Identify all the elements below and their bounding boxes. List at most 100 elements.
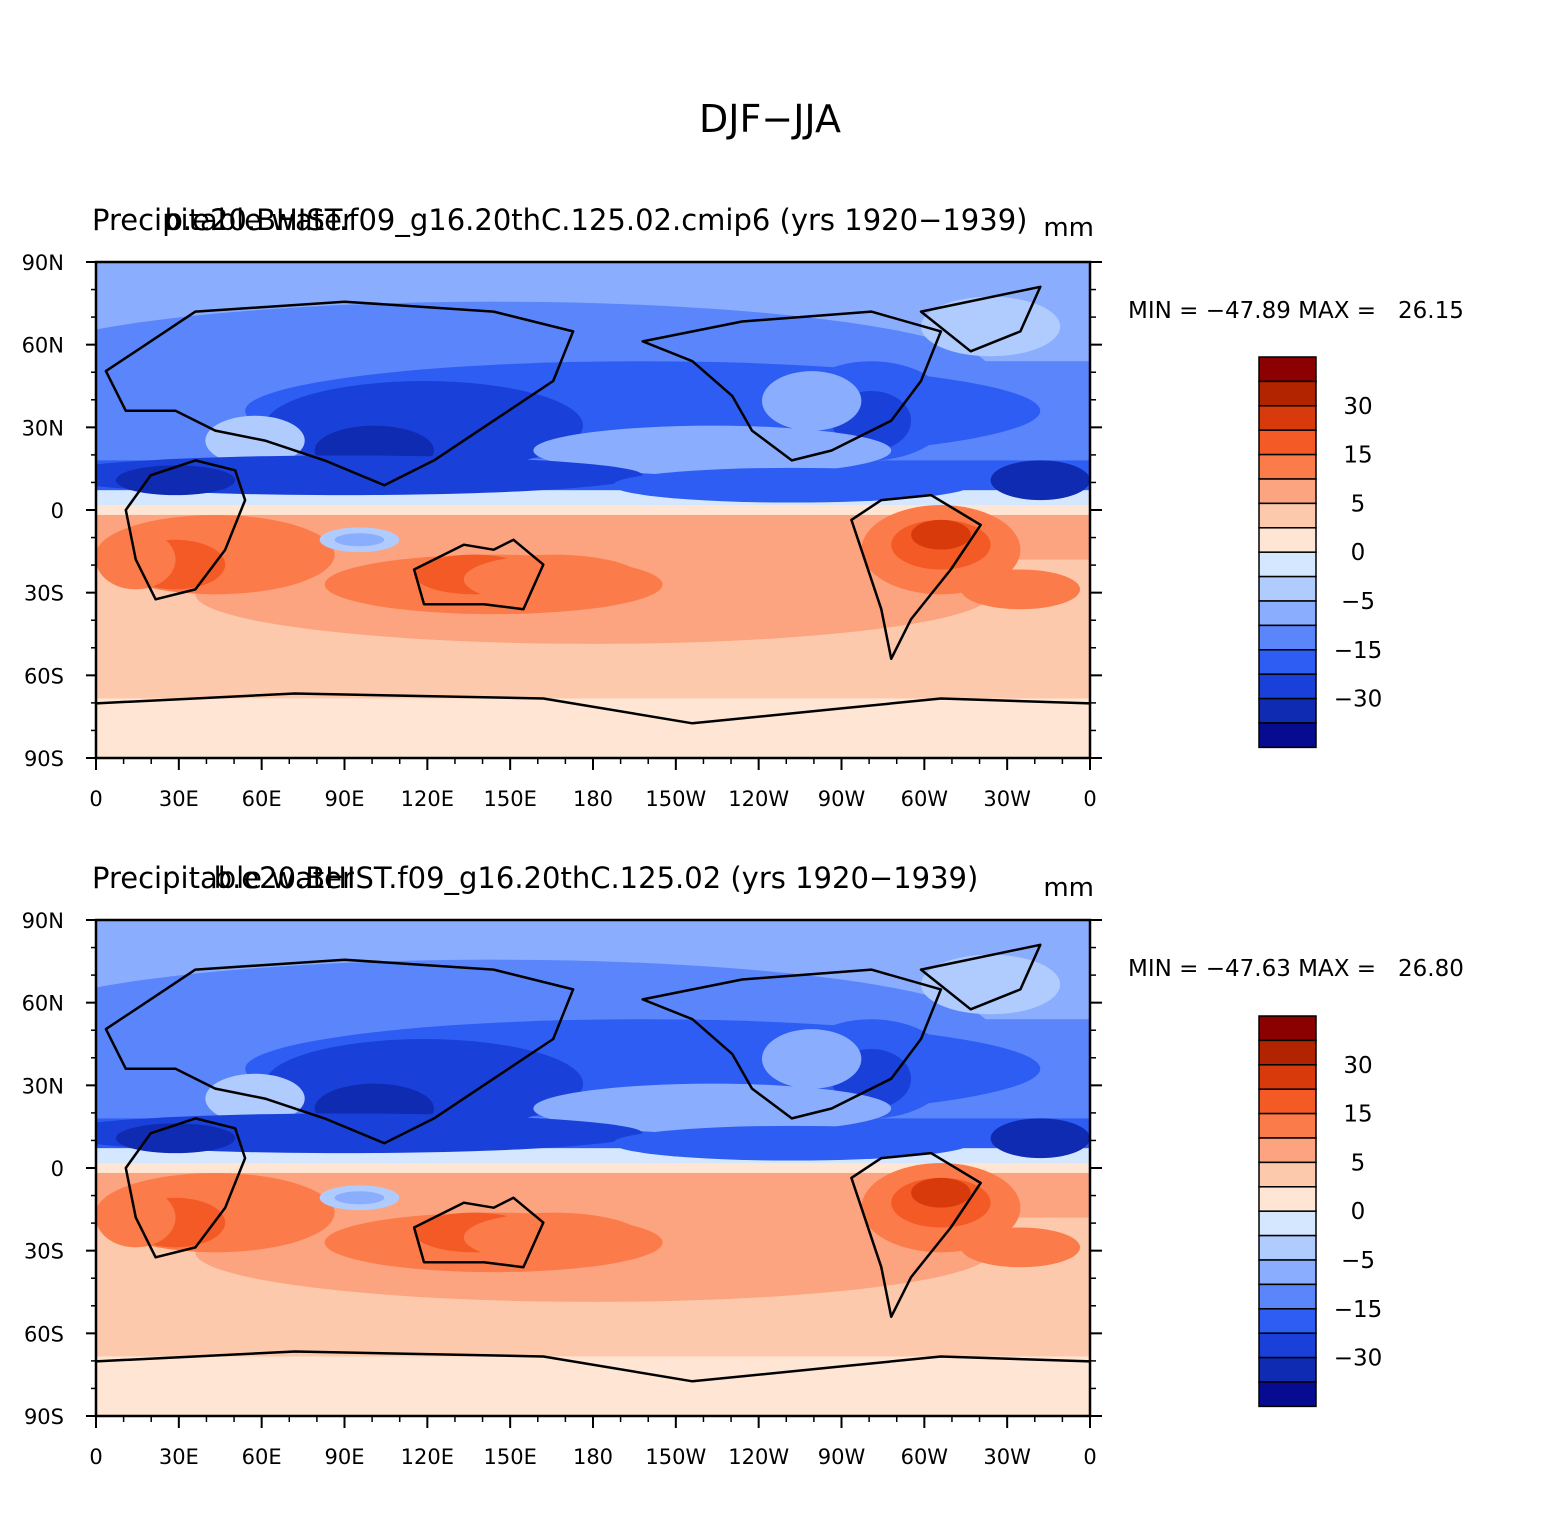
colorbar-segment	[1258, 1064, 1317, 1090]
min-max-label: MIN = −47.89 MAX = 26.15	[1128, 298, 1464, 324]
coastline	[850, 1151, 982, 1319]
coastline	[104, 958, 575, 1145]
lon-label: 180	[573, 787, 613, 811]
coastline	[96, 692, 1090, 725]
colorbar-segment	[1258, 1088, 1317, 1115]
lon-label: 30E	[159, 1445, 199, 1469]
colorbar-segment	[1258, 1015, 1317, 1042]
colorbar-segment	[1258, 1308, 1317, 1334]
colorbar-label: −5	[1341, 589, 1375, 615]
colorbar-label: −5	[1341, 1248, 1375, 1274]
data-field	[96, 920, 1090, 1416]
lon-label: 90W	[818, 787, 866, 811]
lon-label: 90W	[818, 1445, 866, 1469]
field-contour	[990, 460, 1090, 501]
coastline	[124, 1117, 247, 1259]
colorbar-segment	[1258, 1381, 1317, 1408]
field-contour	[533, 425, 892, 476]
lat-label: 30N	[22, 1074, 64, 1098]
lon-label: 0	[1083, 1445, 1096, 1469]
colorbar-segment	[1258, 551, 1317, 578]
field-contour	[533, 1083, 892, 1134]
lon-label: 120W	[728, 787, 789, 811]
lon-label: 120E	[401, 787, 454, 811]
field-contour	[960, 569, 1081, 610]
field-contour	[921, 954, 1061, 1015]
colorbar-label: 30	[1343, 1053, 1372, 1079]
colorbar-segment	[1258, 1161, 1317, 1188]
field-contour	[921, 296, 1061, 357]
lat-label: 30S	[24, 1240, 64, 1264]
lat-label: 30S	[24, 582, 64, 606]
colorbar-segment	[1258, 624, 1317, 651]
colorbar-segment	[1258, 575, 1317, 602]
field-contour	[115, 465, 236, 496]
colorbar-label: 0	[1351, 540, 1366, 566]
field-band	[96, 698, 1090, 758]
coastline	[124, 459, 247, 601]
field-band	[96, 1356, 1090, 1416]
colorbar-segment	[1258, 380, 1317, 407]
colorbar-segment	[1258, 649, 1317, 675]
units-label: mm	[1043, 213, 1094, 243]
colorbar-segment	[1258, 1259, 1317, 1286]
lat-label: 30N	[22, 416, 64, 440]
colorbar-segment	[1258, 1332, 1317, 1359]
field-contour	[960, 1227, 1081, 1268]
colorbar-segment	[1258, 502, 1317, 529]
colorbar-segment	[1258, 405, 1317, 431]
min-max-label: MIN = −47.63 MAX = 26.80	[1128, 956, 1464, 982]
colorbar-segment	[1258, 453, 1317, 480]
lon-label: 30W	[983, 787, 1031, 811]
center-title: b.e20.BHIST.f09_g16.20thC.125.02.cmip6 (…	[165, 203, 1028, 237]
colorbar-label: −30	[1334, 687, 1383, 713]
lon-label: 60W	[901, 787, 949, 811]
map-panel-1: 90N 60N 30N 0 30S 60S 90S 0 30E 60E 90E 120E 150E 180…	[22, 203, 1464, 811]
lon-label: 90E	[325, 787, 365, 811]
lon-label: 30E	[159, 787, 199, 811]
coastline	[412, 1196, 545, 1269]
lat-label: 60N	[22, 334, 64, 358]
colorbar-segment	[1258, 1210, 1317, 1237]
lon-label: 60W	[901, 1445, 949, 1469]
coastline	[919, 943, 1042, 1011]
field-contour	[96, 1113, 643, 1154]
colorbar-label: 0	[1351, 1199, 1366, 1225]
lon-label: 120W	[728, 1445, 789, 1469]
data-field	[96, 262, 1090, 758]
colorbar-label: 15	[1343, 1102, 1372, 1128]
colorbar-label: −30	[1334, 1346, 1383, 1372]
field-contour	[990, 1118, 1090, 1159]
lon-label: 30W	[983, 1445, 1031, 1469]
map-panel-2: 90N 60N 30N 0 30S 60S 90S 0 30E 60E 90E 120E 150E 180…	[22, 861, 1464, 1469]
field-contour	[911, 519, 971, 550]
lon-label: 150E	[483, 1445, 536, 1469]
field-band	[96, 1163, 1090, 1174]
field-contour	[205, 1073, 305, 1124]
coastline	[96, 1350, 1090, 1383]
figure-title: DJF−JJA	[699, 97, 841, 141]
left-title: Precipitable water	[92, 861, 354, 895]
colorbar-segment	[1258, 673, 1317, 700]
field-contour	[612, 467, 971, 503]
field-contour	[463, 554, 643, 605]
colorbar-segment	[1258, 1234, 1317, 1261]
lat-label: 0	[51, 499, 64, 523]
field-contour	[761, 1029, 862, 1089]
colorbar-label: −15	[1334, 638, 1383, 664]
coastline	[919, 285, 1042, 353]
lat-label: 0	[51, 1157, 64, 1181]
lon-label: 150W	[645, 787, 706, 811]
colorbar-label: 5	[1351, 491, 1366, 517]
colorbar-segment	[1258, 722, 1317, 749]
colorbar-segment	[1258, 1356, 1317, 1383]
lon-label: 90E	[325, 1445, 365, 1469]
colorbar: 30 15 5 0 −5 −15 −30	[1258, 356, 1383, 749]
field-contour	[761, 371, 862, 431]
colorbar-segment	[1258, 697, 1317, 724]
lat-label: 60S	[24, 664, 64, 688]
lat-label: 90N	[22, 251, 64, 275]
colorbar-segment	[1258, 478, 1317, 505]
units-label: mm	[1043, 873, 1094, 903]
lat-label: 60N	[22, 992, 64, 1016]
